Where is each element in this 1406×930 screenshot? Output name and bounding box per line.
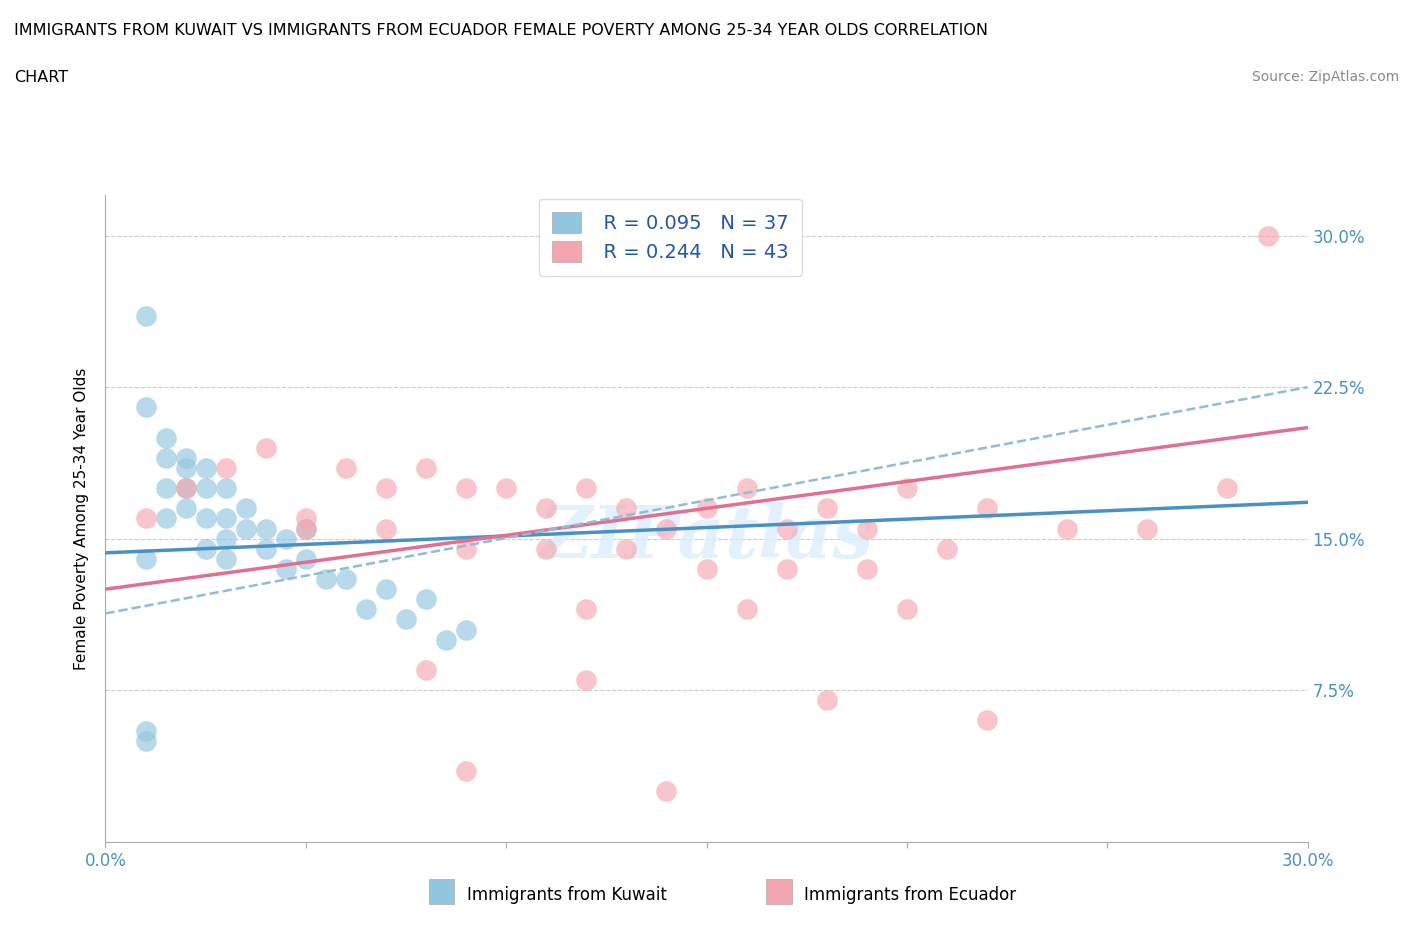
- Point: [696, 562, 718, 577]
- Text: Immigrants from Ecuador: Immigrants from Ecuador: [804, 885, 1017, 904]
- Point: [274, 562, 297, 577]
- Point: [616, 501, 638, 516]
- Point: [616, 541, 638, 556]
- Point: [575, 602, 598, 617]
- Point: [315, 572, 337, 587]
- Point: [135, 400, 157, 415]
- Point: [194, 460, 217, 475]
- Point: [194, 541, 217, 556]
- Point: [295, 512, 318, 526]
- Point: [735, 481, 758, 496]
- Point: [254, 440, 277, 455]
- Point: [374, 582, 398, 597]
- Point: [174, 450, 197, 465]
- Point: [855, 521, 877, 536]
- Point: [254, 541, 277, 556]
- Point: [354, 602, 377, 617]
- Point: [454, 622, 477, 637]
- Point: [495, 481, 517, 496]
- Point: [415, 591, 437, 606]
- Point: [1257, 228, 1279, 243]
- Point: [896, 481, 918, 496]
- Point: [135, 512, 157, 526]
- Point: [174, 481, 197, 496]
- Point: [295, 521, 318, 536]
- Point: [155, 481, 177, 496]
- Point: [194, 512, 217, 526]
- Point: [815, 693, 838, 708]
- Point: [194, 481, 217, 496]
- Point: [1056, 521, 1078, 536]
- Text: CHART: CHART: [14, 70, 67, 85]
- Point: [235, 501, 257, 516]
- Point: [214, 531, 236, 546]
- Point: [896, 602, 918, 617]
- Point: [214, 512, 236, 526]
- Point: [295, 551, 318, 566]
- Point: [135, 724, 157, 738]
- Point: [454, 764, 477, 778]
- Point: [335, 460, 357, 475]
- Point: [776, 562, 799, 577]
- Point: [214, 551, 236, 566]
- Text: ZIPatlas: ZIPatlas: [540, 502, 873, 574]
- Legend:   R = 0.095   N = 37,   R = 0.244   N = 43: R = 0.095 N = 37, R = 0.244 N = 43: [538, 199, 803, 276]
- Point: [575, 481, 598, 496]
- Point: [696, 501, 718, 516]
- Y-axis label: Female Poverty Among 25-34 Year Olds: Female Poverty Among 25-34 Year Olds: [75, 367, 90, 670]
- Point: [295, 521, 318, 536]
- Point: [374, 521, 398, 536]
- Point: [214, 481, 236, 496]
- Point: [135, 309, 157, 324]
- Point: [976, 713, 998, 728]
- Point: [655, 784, 678, 799]
- Point: [335, 572, 357, 587]
- Point: [415, 662, 437, 677]
- Point: [815, 501, 838, 516]
- Point: [655, 521, 678, 536]
- Point: [274, 531, 297, 546]
- Point: [174, 481, 197, 496]
- Point: [936, 541, 959, 556]
- Text: IMMIGRANTS FROM KUWAIT VS IMMIGRANTS FROM ECUADOR FEMALE POVERTY AMONG 25-34 YEA: IMMIGRANTS FROM KUWAIT VS IMMIGRANTS FRO…: [14, 23, 988, 38]
- Point: [1136, 521, 1159, 536]
- Point: [1216, 481, 1239, 496]
- Point: [434, 632, 457, 647]
- Text: Immigrants from Kuwait: Immigrants from Kuwait: [467, 885, 666, 904]
- Point: [214, 460, 236, 475]
- Text: Source: ZipAtlas.com: Source: ZipAtlas.com: [1251, 70, 1399, 84]
- Point: [415, 460, 437, 475]
- Point: [855, 562, 877, 577]
- Point: [395, 612, 418, 627]
- Point: [155, 450, 177, 465]
- Point: [454, 541, 477, 556]
- Point: [534, 501, 557, 516]
- Point: [976, 501, 998, 516]
- Point: [454, 481, 477, 496]
- Point: [135, 551, 157, 566]
- Point: [776, 521, 799, 536]
- Point: [735, 602, 758, 617]
- Point: [254, 521, 277, 536]
- Point: [374, 481, 398, 496]
- Point: [155, 431, 177, 445]
- Point: [534, 541, 557, 556]
- Point: [575, 672, 598, 687]
- Point: [135, 733, 157, 748]
- Point: [155, 512, 177, 526]
- Point: [174, 501, 197, 516]
- Point: [174, 460, 197, 475]
- Point: [235, 521, 257, 536]
